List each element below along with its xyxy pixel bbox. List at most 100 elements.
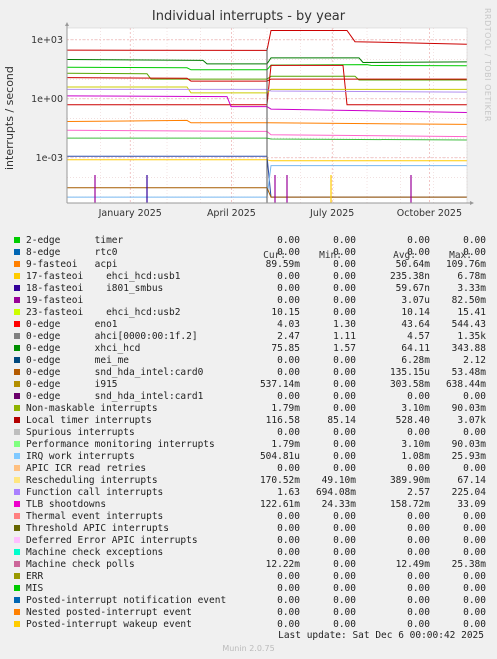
- legend-min: 0.00: [333, 619, 356, 630]
- legend-cur: 116.58: [265, 415, 300, 426]
- legend-cur: 0.00: [277, 427, 300, 438]
- legend-max: 0.00: [463, 547, 486, 558]
- legend-swatch: [14, 429, 20, 435]
- chart-title: Individual interrupts - by year: [151, 9, 346, 24]
- legend-min: 0.00: [333, 571, 356, 582]
- legend-cur: 504.81u: [259, 451, 300, 462]
- series-line: [67, 86, 467, 94]
- legend-cur: 0.00: [277, 367, 300, 378]
- legend-avg: 4.57: [407, 331, 430, 342]
- legend-min: 694.08m: [315, 487, 356, 498]
- legend-cur: 10.15: [271, 307, 300, 318]
- y-axis-arrow: [65, 22, 69, 26]
- y-tick-label: 1e-03: [36, 153, 63, 164]
- legend-max: 109.76m: [445, 259, 486, 270]
- legend-cur: 89.59m: [265, 259, 300, 270]
- col-header-avg: Avg:: [393, 250, 416, 261]
- col-header-cur: Cur:: [263, 250, 286, 261]
- legend-max: 0.00: [463, 427, 486, 438]
- series-line: [67, 165, 467, 198]
- legend-min: 0.00: [333, 439, 356, 450]
- legend-max: 0.00: [463, 247, 486, 258]
- legend-name: 0-edge eno1: [26, 319, 118, 330]
- legend-swatch: [14, 369, 20, 375]
- legend-max: 0.00: [463, 619, 486, 630]
- legend-name: 0-edge i915: [26, 379, 118, 390]
- legend-cur: 0.00: [277, 391, 300, 402]
- legend-swatch: [14, 261, 20, 267]
- legend-name: 2-edge timer: [26, 235, 124, 246]
- legend-avg: 0.00: [407, 535, 430, 546]
- legend-name: TLB shootdowns: [26, 499, 107, 510]
- legend-name: 18-fasteoi i801_smbus: [26, 283, 164, 294]
- legend-cur: 537.14m: [259, 379, 300, 390]
- legend-max: 82.50m: [451, 295, 486, 306]
- legend-avg: 528.40: [395, 415, 430, 426]
- series-line: [67, 137, 468, 141]
- legend-swatch: [14, 621, 20, 627]
- legend-cur: 0.00: [277, 463, 300, 474]
- legend-min: 0.00: [333, 463, 356, 474]
- legend-max: 0.00: [463, 235, 486, 246]
- legend-cur: 0.00: [277, 535, 300, 546]
- legend-min: 24.33m: [321, 499, 356, 510]
- legend-swatch: [14, 441, 20, 447]
- legend-name: Posted-interrupt wakeup event: [26, 619, 192, 630]
- legend-avg: 59.67n: [395, 283, 430, 294]
- legend-min: 49.10m: [321, 475, 356, 486]
- legend-avg: 158.72m: [389, 499, 430, 510]
- legend-max: 1.35k: [457, 331, 486, 342]
- legend-min: 0.00: [333, 559, 356, 570]
- legend-min: 1.30: [333, 319, 356, 330]
- legend-min: 0.00: [333, 607, 356, 618]
- legend-name: 9-fasteoi acpi: [26, 259, 118, 270]
- legend-max: 0.00: [463, 571, 486, 582]
- legend-swatch: [14, 465, 20, 471]
- legend-name: Machine check exceptions: [26, 547, 164, 558]
- legend-cur: 1.79m: [271, 403, 300, 414]
- legend-swatch: [14, 273, 20, 279]
- legend-swatch: [14, 333, 20, 339]
- legend-cur: 4.03: [277, 319, 300, 330]
- legend-min: 0.00: [333, 283, 356, 294]
- legend-swatch: [14, 285, 20, 291]
- legend-name: 19-fasteoi: [26, 295, 84, 306]
- y-tick-label: 1e+03: [31, 35, 63, 46]
- legend-cur: 0.00: [277, 355, 300, 366]
- legend-swatch: [14, 489, 20, 495]
- x-axis-arrow: [470, 201, 474, 205]
- legend-swatch: [14, 597, 20, 603]
- legend-max: 25.93m: [451, 451, 486, 462]
- legend-min: 0.00: [333, 247, 356, 258]
- legend-swatch: [14, 573, 20, 579]
- legend-avg: 3.10m: [401, 403, 430, 414]
- legend-cur: 0.00: [277, 283, 300, 294]
- series-line: [67, 64, 467, 106]
- legend-name: Threshold APIC interrupts: [26, 523, 169, 534]
- series-line: [67, 159, 467, 162]
- legend-min: 1.57: [333, 343, 356, 354]
- legend-name: Rescheduling interrupts: [26, 475, 158, 486]
- plot-area: 1e+03 1e+00 1e-03 January 2025 April 2025 Jul…: [31, 22, 474, 219]
- legend-min: 1.11: [333, 331, 356, 342]
- legend-avg: 10.14: [401, 307, 430, 318]
- legend-avg: 3.07u: [401, 295, 430, 306]
- legend-name: Deferred Error APIC interrupts: [26, 535, 198, 546]
- legend-min: 0.00: [333, 523, 356, 534]
- legend-name: ERR: [26, 571, 44, 582]
- legend-swatch: [14, 357, 20, 363]
- legend-max: 67.14: [457, 475, 486, 486]
- legend-min: 0.00: [333, 379, 356, 390]
- legend-name: Performance monitoring interrupts: [26, 439, 215, 450]
- legend-swatch: [14, 381, 20, 387]
- legend-avg: 235.38n: [389, 271, 430, 282]
- legend-cur: 0.00: [277, 547, 300, 558]
- legend-avg: 6.28m: [401, 355, 430, 366]
- legend-cur: 75.85: [271, 343, 300, 354]
- legend-swatch: [14, 537, 20, 543]
- legend-swatch: [14, 297, 20, 303]
- legend-avg: 0.00: [407, 607, 430, 618]
- legend-avg: 1.08m: [401, 451, 430, 462]
- legend-name: 0-edge snd_hda_intel:card0: [26, 367, 204, 378]
